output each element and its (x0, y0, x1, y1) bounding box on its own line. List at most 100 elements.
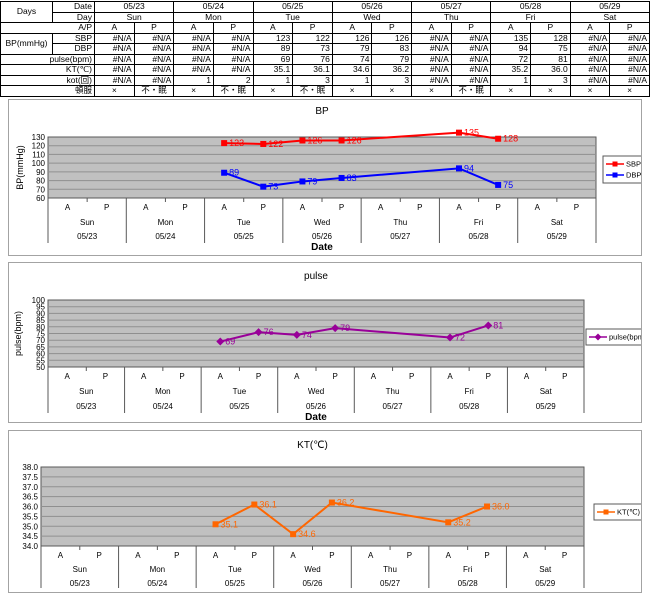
tonpuku-value-cell: × (94, 85, 135, 97)
svg-text:100: 100 (32, 296, 46, 305)
svg-text:70: 70 (36, 336, 45, 345)
pulse-value-cell: 69 (252, 53, 294, 65)
pulse-data-label: 69 (225, 337, 235, 347)
svg-text:35.0: 35.0 (22, 522, 38, 531)
svg-text:A: A (135, 551, 141, 560)
pulse-value-cell: 74 (331, 53, 373, 65)
svg-text:05/29: 05/29 (536, 402, 557, 411)
dbp-value-cell: #N/A (450, 43, 492, 55)
ap-cell: A (490, 22, 532, 34)
sbp-value-cell: #N/A (450, 32, 492, 44)
svg-text:75: 75 (36, 330, 45, 339)
kt-series-kt-: 35.1 36.1 34.6 36.2 35.2 36.0 (212, 498, 510, 539)
svg-text:90: 90 (36, 168, 45, 177)
pulse-data-label: 76 (264, 327, 274, 337)
ap-cell: P (450, 22, 492, 34)
svg-text:60: 60 (36, 350, 45, 359)
kot-value-cell: #N/A (411, 74, 452, 86)
svg-text:Sun: Sun (79, 387, 93, 396)
svg-text:05/25: 05/25 (225, 579, 246, 588)
svg-text:pulse(bpm): pulse(bpm) (13, 311, 23, 356)
kt-value-cell: 35.2 (490, 64, 532, 76)
bp-data-label: 94 (464, 163, 474, 173)
svg-text:05/27: 05/27 (383, 402, 404, 411)
svg-text:BP: BP (315, 106, 329, 117)
svg-text:36.0: 36.0 (22, 503, 38, 512)
svg-text:05/28: 05/28 (458, 579, 479, 588)
bp-data-label: 123 (229, 138, 244, 148)
date-cell: 05/28 (490, 1, 571, 13)
svg-text:Date: Date (311, 242, 333, 253)
svg-text:A: A (221, 203, 227, 212)
svg-text:37.0: 37.0 (22, 483, 38, 492)
svg-text:34.5: 34.5 (22, 532, 38, 541)
svg-text:P: P (179, 372, 184, 381)
sbp-value-cell: #N/A (212, 32, 254, 44)
tonpuku-value-cell: 不・眠 (450, 85, 492, 97)
ap-cell: P (371, 22, 413, 34)
pulse-value-cell: 76 (292, 53, 333, 65)
date-cell: 05/25 (252, 1, 333, 13)
pulse-value-cell: 79 (371, 53, 413, 65)
ap-row-label: A/P (0, 22, 95, 34)
svg-text:Fri: Fri (474, 218, 484, 227)
svg-text:Sat: Sat (540, 387, 553, 396)
svg-text:A: A (213, 551, 219, 560)
kot-value-cell: #N/A (450, 74, 492, 86)
sbp-value-cell: 126 (331, 32, 373, 44)
svg-text:Fri: Fri (464, 387, 474, 396)
pulse-data-label: 72 (455, 333, 465, 343)
svg-text:70: 70 (36, 185, 45, 194)
corner-cell: Days (0, 1, 53, 23)
ap-cell: A (569, 22, 611, 34)
svg-text:P: P (329, 551, 334, 560)
svg-text:DBP: DBP (626, 171, 641, 180)
day-cell: Mon (173, 11, 254, 23)
bp-data-label: 73 (268, 182, 278, 192)
tonpuku-row: 頓服 × 不・眠 × 不・眠 × 不・眠 × × × 不・眠 × × × × (0, 85, 650, 97)
sbp-value-cell: #N/A (94, 32, 135, 44)
svg-text:50: 50 (36, 363, 45, 372)
tonpuku-value-cell: × (411, 85, 452, 97)
sbp-value-cell: #N/A (133, 32, 175, 44)
svg-text:P: P (407, 551, 412, 560)
dbp-value-cell: #N/A (609, 43, 650, 55)
svg-text:85: 85 (36, 316, 45, 325)
pulse-value-cell: 72 (490, 53, 532, 65)
svg-text:05/23: 05/23 (70, 579, 91, 588)
tonpuku-value-cell: × (331, 85, 373, 97)
date-row: Days Date 05/23 05/24 05/25 05/26 05/27 05/28… (0, 1, 650, 23)
svg-text:35.5: 35.5 (22, 512, 38, 521)
sbp-value-cell: #N/A (173, 32, 214, 44)
day-cell: Sat (569, 11, 650, 23)
dbp-value-cell: #N/A (94, 43, 135, 55)
date-cell: 05/29 (569, 1, 650, 13)
svg-text:P: P (562, 372, 567, 381)
kot-value-cell: 1 (173, 74, 214, 86)
svg-text:BP(mmHg): BP(mmHg) (15, 145, 25, 190)
day-cell: Tue (252, 11, 333, 23)
svg-text:Thu: Thu (393, 218, 407, 227)
date-cell: 05/23 (93, 1, 175, 13)
dbp-value-cell: 89 (252, 43, 294, 55)
tonpuku-value-cell: 不・眠 (133, 85, 175, 97)
kot-value-cell: #N/A (133, 74, 175, 86)
dbp-value-cell: #N/A (212, 43, 254, 55)
svg-text:A: A (524, 372, 530, 381)
svg-text:Tue: Tue (228, 565, 242, 574)
svg-text:P: P (574, 203, 579, 212)
kot-value-cell: 3 (292, 74, 333, 86)
svg-text:A: A (294, 372, 300, 381)
kt-value-cell: #N/A (94, 64, 135, 76)
kot-value-cell: 1 (252, 74, 294, 86)
kt-data-label: 35.1 (221, 519, 239, 529)
tonpuku-value-cell: × (490, 85, 532, 97)
svg-text:P: P (486, 372, 491, 381)
svg-text:05/23: 05/23 (77, 232, 98, 241)
tonpuku-value-cell: × (530, 85, 571, 97)
svg-text:P: P (103, 372, 108, 381)
bp-data-label: 128 (503, 134, 518, 144)
tonpuku-value-cell: 不・眠 (212, 85, 254, 97)
kt-row: KT(℃) #N/A #N/A #N/A #N/A 35.1 36.1 34.6 36.2 #N… (0, 64, 650, 76)
day-cell: Wed (331, 11, 413, 23)
